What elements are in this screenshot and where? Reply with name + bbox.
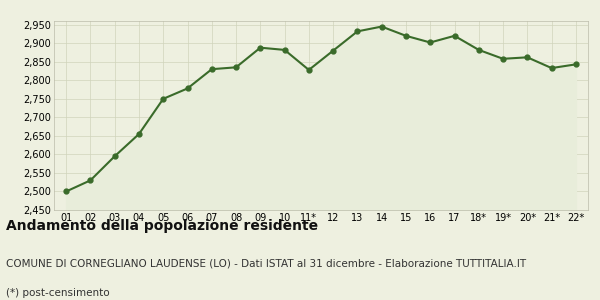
Text: Andamento della popolazione residente: Andamento della popolazione residente	[6, 219, 318, 233]
Text: (*) post-censimento: (*) post-censimento	[6, 288, 110, 298]
Text: COMUNE DI CORNEGLIANO LAUDENSE (LO) - Dati ISTAT al 31 dicembre - Elaborazione T: COMUNE DI CORNEGLIANO LAUDENSE (LO) - Da…	[6, 258, 526, 268]
